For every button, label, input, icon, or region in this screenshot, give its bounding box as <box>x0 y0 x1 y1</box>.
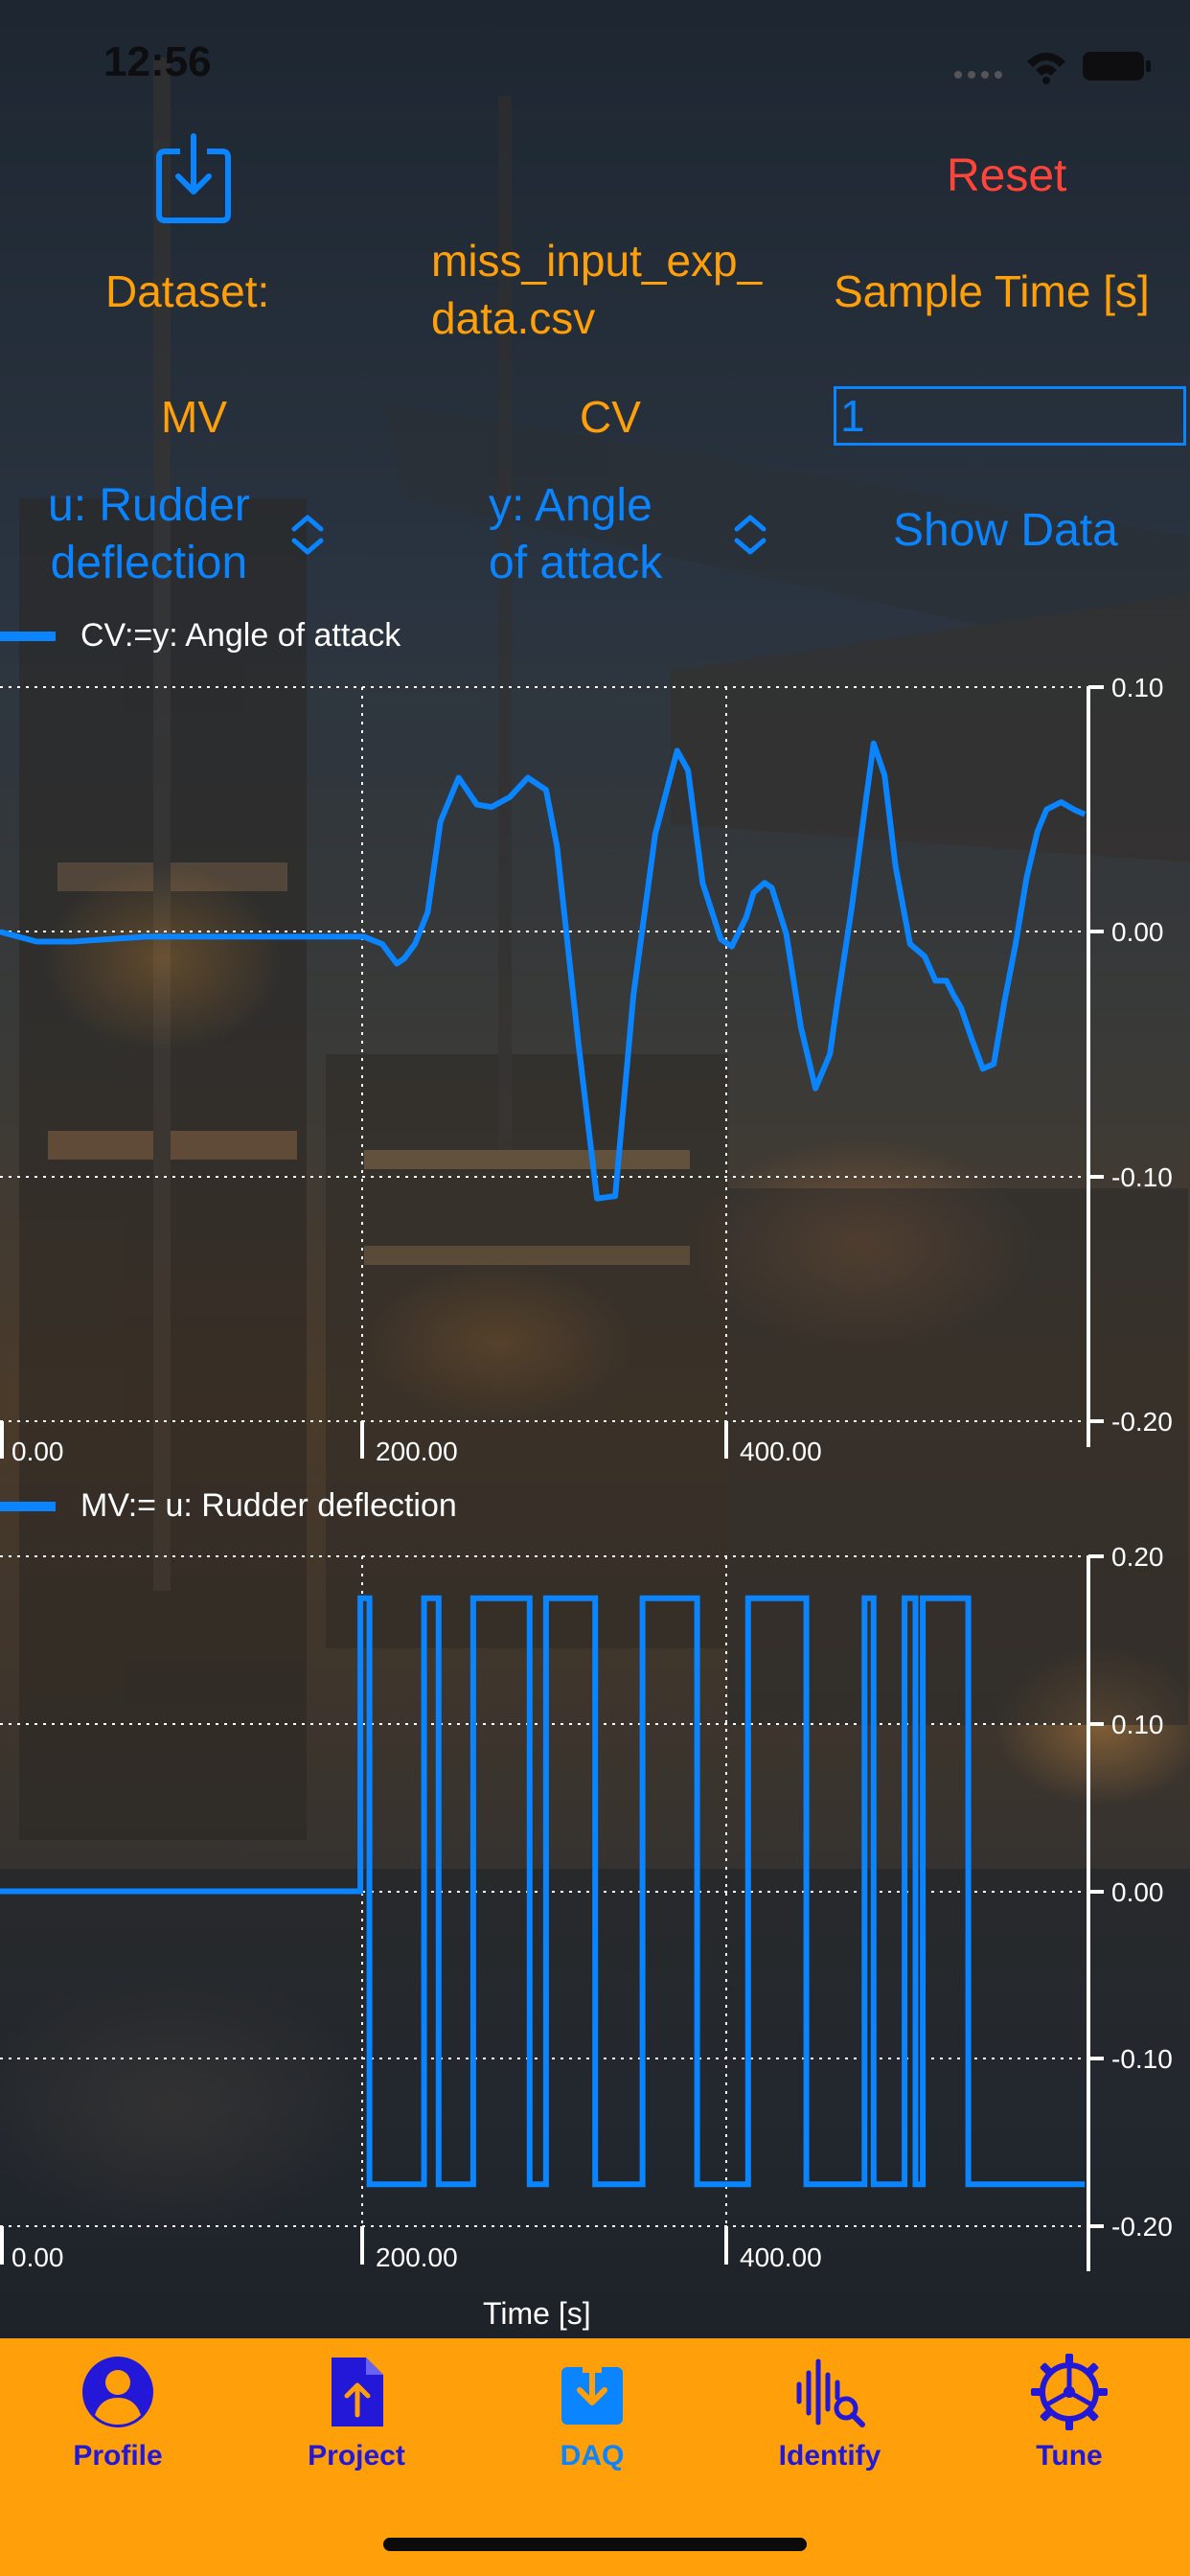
sample-time-label: Sample Time [s] <box>834 266 1150 316</box>
cv-label: CV <box>580 392 641 442</box>
cellular-signal-icon <box>954 71 1002 79</box>
cv-y-tick-label: -0.20 <box>1111 1407 1173 1437</box>
cv-legend-label: CV:=y: Angle of attack <box>80 617 401 654</box>
mv-chart-legend: MV:= u: Rudder deflection <box>0 1487 457 1525</box>
mv-y-tick-label: 0.20 <box>1111 1542 1164 1572</box>
reset-button[interactable]: Reset <box>947 150 1067 201</box>
cv-y-tick-label: 0.00 <box>1111 917 1164 947</box>
sample-time-input[interactable] <box>834 386 1186 446</box>
show-data-button[interactable]: Show Data <box>893 505 1118 556</box>
status-icons <box>954 52 1151 84</box>
wifi-icon <box>1027 53 1065 84</box>
mv-series-line <box>0 1595 1086 2188</box>
mv-y-tick-label: -0.20 <box>1111 2212 1173 2242</box>
mv-y-tick-label: 0.00 <box>1111 1877 1164 1907</box>
cv-chart-legend: CV:=y: Angle of attack <box>0 617 400 655</box>
steering-gear-icon <box>1031 2354 1108 2430</box>
mv-x-tick-label: 400.00 <box>740 2242 822 2272</box>
tab-label: Identify <box>778 2440 881 2472</box>
cv-picker-value: y: Angle of attack <box>489 480 663 588</box>
mv-picker[interactable]: u: Rudder deflection <box>48 477 327 592</box>
tab-project[interactable]: Project <box>261 2354 452 2472</box>
cv-series-line <box>0 740 1087 1202</box>
legend-swatch <box>0 631 56 641</box>
chevron-up-down-icon <box>734 515 767 555</box>
cv-picker[interactable]: y: Angle of attack <box>489 477 769 592</box>
legend-swatch <box>0 1501 56 1511</box>
waveform-search-icon <box>796 2358 865 2427</box>
cv-y-tick-label: 0.10 <box>1111 673 1164 702</box>
tab-label: DAQ <box>560 2440 625 2472</box>
status-time: 12:56 <box>103 38 212 85</box>
cv-x-tick-label: 400.00 <box>740 1437 822 1466</box>
tab-label: Project <box>308 2440 405 2472</box>
tab-identify[interactable]: Identify <box>734 2354 926 2472</box>
chevron-up-down-icon <box>291 515 324 555</box>
person-circle-icon <box>82 2357 153 2427</box>
dataset-label: Dataset: <box>105 266 270 316</box>
download-icon[interactable] <box>155 132 232 224</box>
battery-icon <box>1083 52 1151 80</box>
doc-upload-icon <box>332 2358 383 2426</box>
tab-label: Profile <box>73 2440 163 2472</box>
mv-x-tick-label: 0.00 <box>11 2242 64 2272</box>
cv-x-tick-label: 0.00 <box>11 1437 64 1466</box>
mv-chart[interactable]: 0.20 0.10 0.00 -0.10 -0.20 0.00 200.00 4… <box>0 1542 1173 2272</box>
mv-picker-value: u: Rudder deflection <box>48 480 250 588</box>
cv-x-tick-label: 200.00 <box>376 1437 458 1466</box>
cv-chart[interactable]: 0.10 0.00 -0.10 -0.20 0.00 200.00 400.00 <box>0 673 1173 1466</box>
tray-download-icon <box>561 2355 623 2425</box>
tab-daq[interactable]: DAQ <box>496 2354 688 2472</box>
tab-tune[interactable]: Tune <box>973 2354 1165 2472</box>
cv-y-tick-label: -0.10 <box>1111 1162 1173 1192</box>
mv-y-tick-label: 0.10 <box>1111 1710 1164 1739</box>
home-indicator <box>383 2538 807 2551</box>
x-axis-title: Time [s] <box>483 2296 591 2331</box>
mv-label: MV <box>161 392 227 442</box>
dataset-file-name: miss_input_exp_ data.csv <box>431 236 763 343</box>
tab-profile[interactable]: Profile <box>22 2354 214 2472</box>
mv-x-tick-label: 200.00 <box>376 2242 458 2272</box>
tab-label: Tune <box>1036 2440 1103 2472</box>
charts-canvas[interactable]: 0.10 0.00 -0.10 -0.20 0.00 200.00 400.00 <box>0 0 1190 2338</box>
mv-y-tick-label: -0.10 <box>1111 2044 1173 2074</box>
mv-legend-label: MV:= u: Rudder deflection <box>80 1487 457 1524</box>
